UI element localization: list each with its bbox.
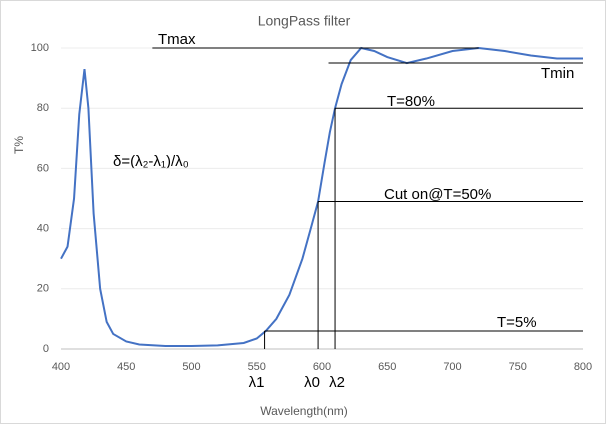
annotation-label: λ1 (249, 374, 265, 391)
x-tick-label: 550 (248, 361, 266, 373)
x-tick-label: 400 (52, 361, 70, 373)
x-tick-label: 500 (182, 361, 200, 373)
x-tick-label: 700 (443, 361, 461, 373)
x-tick-label: 800 (574, 361, 592, 373)
series-line (60, 46, 583, 347)
y-tick-label: 20 (37, 283, 49, 295)
annotation-label: T=80% (387, 93, 435, 110)
x-axis-label: Wavelength(nm) (260, 404, 348, 418)
y-tick-label: 60 (37, 162, 49, 174)
y-axis-label: T% (12, 136, 26, 154)
annotation-label: λ2 (329, 374, 345, 391)
x-tick-label: 450 (117, 361, 135, 373)
y-tick-label: 100 (31, 42, 49, 54)
annotation-label: Cut on@T=50% (384, 186, 491, 203)
formula: δ=(λ₂-λ₁)/λ₀ (113, 153, 189, 170)
x-tick-label: 750 (509, 361, 527, 373)
annotation-label: T=5% (497, 314, 537, 331)
y-tick-label: 40 (37, 223, 49, 235)
chart-title: LongPass filter (258, 13, 351, 29)
x-tick-label: 600 (313, 361, 331, 373)
annotation-label: Tmin (541, 65, 574, 82)
y-tick-label: 80 (37, 102, 49, 114)
annotation-label: Tmax (158, 31, 196, 48)
annotation-label: λ0 (304, 374, 320, 391)
y-tick-label: 0 (43, 343, 49, 355)
x-tick-label: 650 (378, 361, 396, 373)
